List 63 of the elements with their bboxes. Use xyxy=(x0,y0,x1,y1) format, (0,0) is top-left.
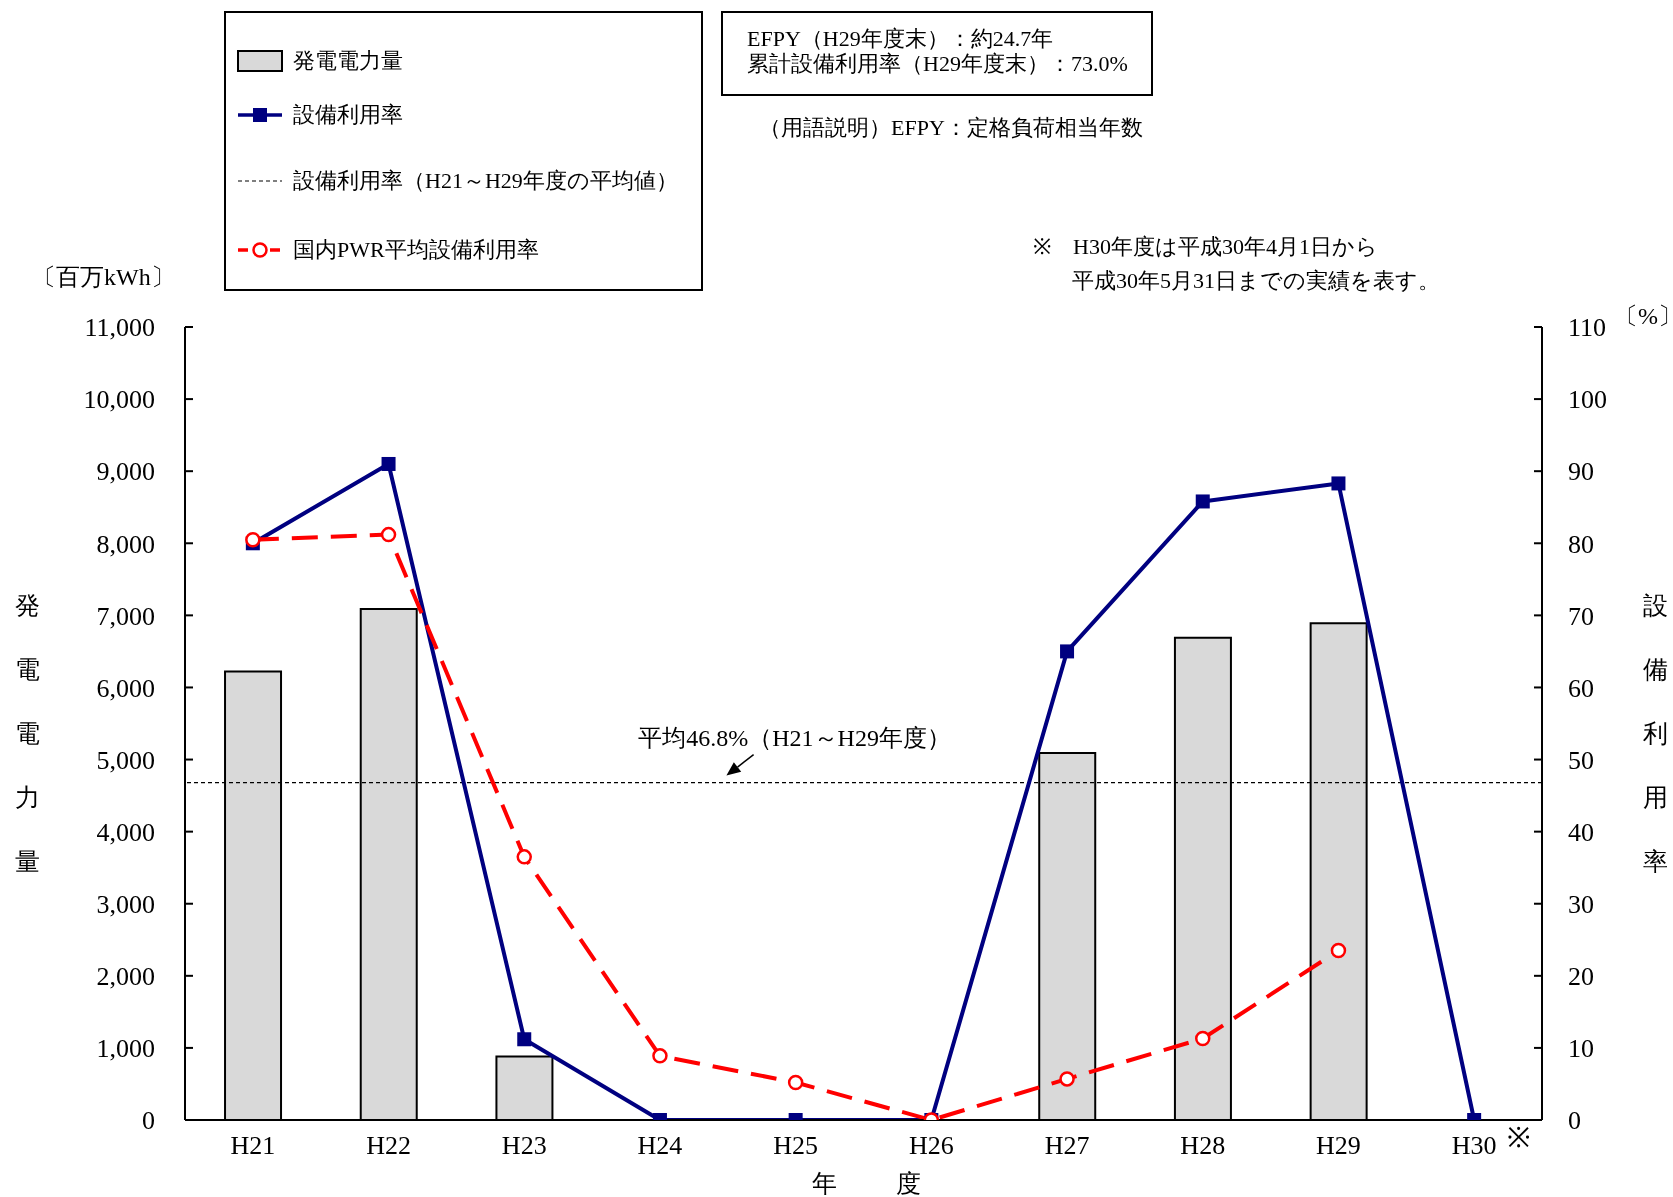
y-tick-label: 2,000 xyxy=(96,962,155,992)
y-tick-label: 7,000 xyxy=(96,601,155,631)
point xyxy=(1195,494,1210,509)
point xyxy=(1060,644,1075,659)
text: 発電電力量 xyxy=(14,592,40,875)
x-tick-label: H30 xyxy=(1451,1131,1497,1161)
y2-tick-label: 20 xyxy=(1568,962,1594,992)
legend-label: 発電電力量 xyxy=(293,47,403,75)
y-tick-label: 5,000 xyxy=(96,745,155,775)
y2-tick-label: 30 xyxy=(1568,889,1594,919)
y2-tick-label: 60 xyxy=(1568,673,1594,703)
text: 設備利用率 xyxy=(1642,592,1668,875)
y-tick-label: 10,000 xyxy=(83,385,155,415)
point xyxy=(245,531,261,548)
point xyxy=(1331,476,1346,491)
x-tick-label: H22 xyxy=(366,1131,411,1161)
y-tick-label: 9,000 xyxy=(96,457,155,487)
text: 年度 xyxy=(812,1169,921,1197)
y-tick-label: 8,000 xyxy=(96,529,155,559)
y2-tick-label: 10 xyxy=(1568,1034,1594,1064)
text: 設備利用率（H21～H29年度の平均値） xyxy=(293,167,678,195)
point xyxy=(1195,1030,1211,1047)
y2-tick-label: 70 xyxy=(1568,601,1594,631)
x-tick-label: H27 xyxy=(1044,1131,1090,1161)
text: 〔百万kWh〕 xyxy=(32,263,175,292)
y-tick-label: 3,000 xyxy=(96,889,155,919)
point xyxy=(380,526,397,543)
y-tick-label: 4,000 xyxy=(96,817,155,847)
y-tick-label: 0 xyxy=(142,1106,155,1136)
text: ※ H30年度は平成30年4月1日から xyxy=(1033,233,1378,261)
y-tick-label: 1,000 xyxy=(96,1034,155,1064)
point xyxy=(516,849,532,865)
y2-tick-label: 50 xyxy=(1568,745,1594,775)
text: 〔%〕 xyxy=(1614,302,1673,331)
text: EFPY（H29年度末）：約24.7年 xyxy=(747,25,1054,52)
legend-label: 国内PWR平均設備利用率 xyxy=(293,236,539,264)
y-tick-label: 11,000 xyxy=(84,313,155,343)
text: ※ xyxy=(1507,1121,1530,1155)
text: 平成30年5月31日までの実績を表す。 xyxy=(1072,267,1440,295)
point xyxy=(652,1048,668,1064)
y2-tick-label: 100 xyxy=(1568,385,1607,415)
y-tick-label: 6,000 xyxy=(96,673,155,703)
x-tick-label: H23 xyxy=(501,1131,547,1161)
point xyxy=(381,456,396,471)
x-tick-label: H26 xyxy=(908,1131,954,1161)
point xyxy=(517,1032,532,1047)
text: 累計設備利用率（H29年度末）：73.0% xyxy=(747,50,1128,78)
y2-tick-label: 40 xyxy=(1568,817,1594,847)
x-tick-label: H24 xyxy=(637,1131,683,1161)
y2-tick-label: 110 xyxy=(1568,313,1607,343)
point xyxy=(1059,1071,1075,1087)
x-tick-label: H25 xyxy=(773,1131,819,1161)
y2-tick-label: 80 xyxy=(1568,529,1594,559)
x-tick-label: H21 xyxy=(230,1131,276,1161)
x-tick-label: H29 xyxy=(1316,1131,1361,1161)
point xyxy=(1330,942,1347,959)
y2-tick-label: 90 xyxy=(1568,457,1594,487)
y2-tick-label: 0 xyxy=(1568,1106,1581,1136)
legend-label: 設備利用率 xyxy=(293,101,403,129)
point xyxy=(787,1074,804,1091)
x-tick-label: H28 xyxy=(1180,1131,1226,1161)
ref-line-label: 平均46.8%（H21～H29年度） xyxy=(638,724,951,751)
text: （用語説明）EFPY：定格負荷相当年数 xyxy=(759,114,1143,142)
